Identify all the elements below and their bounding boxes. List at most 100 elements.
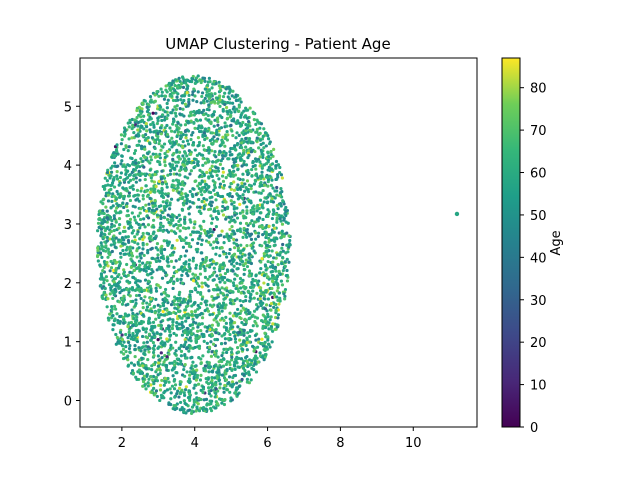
data-point: [184, 81, 188, 85]
data-point: [280, 246, 284, 250]
data-point: [212, 266, 216, 270]
data-point: [263, 320, 267, 324]
data-point: [260, 244, 264, 248]
data-point: [239, 304, 243, 308]
data-point: [168, 126, 172, 130]
data-point: [249, 293, 253, 297]
data-point: [191, 256, 195, 260]
data-point: [188, 218, 192, 222]
data-point: [179, 316, 183, 320]
data-point: [135, 165, 139, 170]
data-point: [164, 130, 168, 134]
data-point: [232, 160, 236, 165]
data-point: [121, 186, 125, 190]
data-point: [134, 161, 138, 165]
data-point: [171, 323, 175, 327]
data-point: [209, 120, 213, 124]
data-point: [165, 308, 169, 312]
data-point: [276, 316, 280, 320]
data-point: [184, 194, 188, 198]
data-point: [242, 152, 246, 156]
data-point: [269, 238, 273, 242]
data-point: [160, 378, 164, 383]
data-point: [171, 274, 176, 278]
data-point: [155, 368, 159, 372]
data-point: [197, 336, 201, 340]
data-point: [241, 306, 245, 310]
data-point: [181, 159, 186, 164]
data-point: [225, 124, 229, 128]
y-tick-label: 1: [64, 336, 72, 351]
data-point: [274, 256, 278, 260]
data-point: [221, 109, 225, 113]
data-point: [276, 263, 280, 267]
data-point: [149, 158, 153, 162]
data-point: [132, 130, 136, 135]
data-point: [238, 211, 242, 215]
data-point: [125, 176, 130, 180]
data-point: [230, 202, 234, 206]
data-point: [167, 348, 171, 353]
data-point: [228, 89, 232, 94]
data-point: [254, 237, 258, 241]
data-point: [117, 183, 121, 187]
data-point: [190, 409, 194, 413]
data-point: [285, 279, 290, 283]
data-point: [177, 143, 181, 147]
data-point: [225, 116, 230, 120]
data-point: [124, 248, 128, 252]
data-point: [144, 367, 149, 371]
data-point: [192, 370, 196, 374]
data-point: [278, 165, 282, 170]
data-point: [214, 198, 218, 202]
data-point: [275, 325, 279, 329]
data-point: [233, 391, 238, 395]
data-point: [209, 402, 213, 406]
data-point: [182, 407, 186, 411]
data-point: [162, 239, 166, 243]
data-point: [122, 242, 126, 246]
data-point: [244, 233, 248, 237]
data-point: [275, 295, 279, 299]
data-point: [104, 205, 108, 209]
data-point: [214, 166, 219, 170]
data-point: [252, 309, 257, 313]
data-point: [239, 291, 243, 295]
data-point: [231, 281, 236, 285]
data-point: [145, 301, 149, 305]
data-point: [152, 130, 156, 134]
data-point: [181, 85, 186, 90]
data-point: [231, 375, 235, 380]
data-point: [130, 136, 134, 140]
data-point: [150, 201, 155, 205]
data-point: [133, 218, 137, 222]
data-point: [213, 92, 217, 96]
data-point: [165, 106, 169, 110]
data-point: [196, 74, 200, 78]
data-point: [163, 94, 168, 98]
data-point: [135, 188, 140, 192]
data-point: [252, 296, 256, 300]
data-point: [141, 159, 145, 163]
data-point: [207, 361, 211, 365]
data-point: [227, 157, 231, 161]
data-point: [255, 127, 260, 131]
data-point: [207, 386, 211, 390]
data-point: [232, 283, 236, 288]
chart-title: UMAP Clustering - Patient Age: [165, 35, 390, 53]
data-point: [153, 155, 158, 159]
data-point: [199, 227, 203, 231]
data-point: [152, 209, 157, 213]
data-point: [110, 249, 114, 254]
data-point: [285, 268, 289, 273]
data-point: [149, 176, 153, 180]
data-point: [96, 221, 101, 225]
data-point: [283, 264, 287, 269]
data-point: [252, 349, 256, 353]
data-point: [153, 257, 157, 261]
data-point: [145, 336, 150, 340]
data-point: [236, 187, 240, 192]
data-point: [243, 322, 248, 327]
data-point: [108, 292, 112, 296]
data-point: [223, 281, 227, 285]
